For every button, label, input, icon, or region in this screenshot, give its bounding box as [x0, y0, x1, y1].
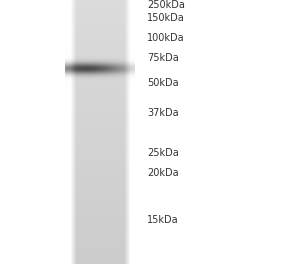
Text: 100kDa: 100kDa	[147, 33, 185, 43]
Text: 25kDa: 25kDa	[147, 148, 179, 158]
Text: 50kDa: 50kDa	[147, 78, 179, 88]
Text: 15kDa: 15kDa	[147, 215, 179, 225]
Text: 37kDa: 37kDa	[147, 108, 179, 118]
Text: 150kDa: 150kDa	[147, 13, 185, 23]
Text: 75kDa: 75kDa	[147, 53, 179, 63]
Text: 250kDa: 250kDa	[147, 0, 185, 10]
Text: 20kDa: 20kDa	[147, 168, 179, 178]
